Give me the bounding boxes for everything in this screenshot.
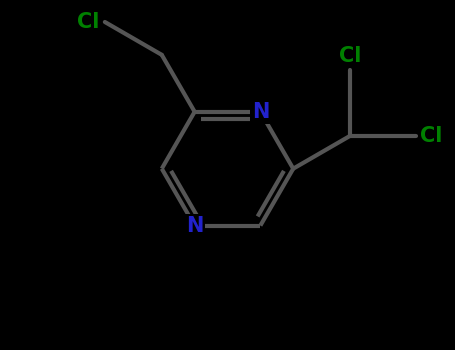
Text: N: N bbox=[186, 216, 203, 236]
Text: Cl: Cl bbox=[420, 126, 442, 146]
Text: Cl: Cl bbox=[339, 46, 361, 66]
Text: Cl: Cl bbox=[77, 12, 100, 32]
Text: N: N bbox=[252, 102, 269, 122]
